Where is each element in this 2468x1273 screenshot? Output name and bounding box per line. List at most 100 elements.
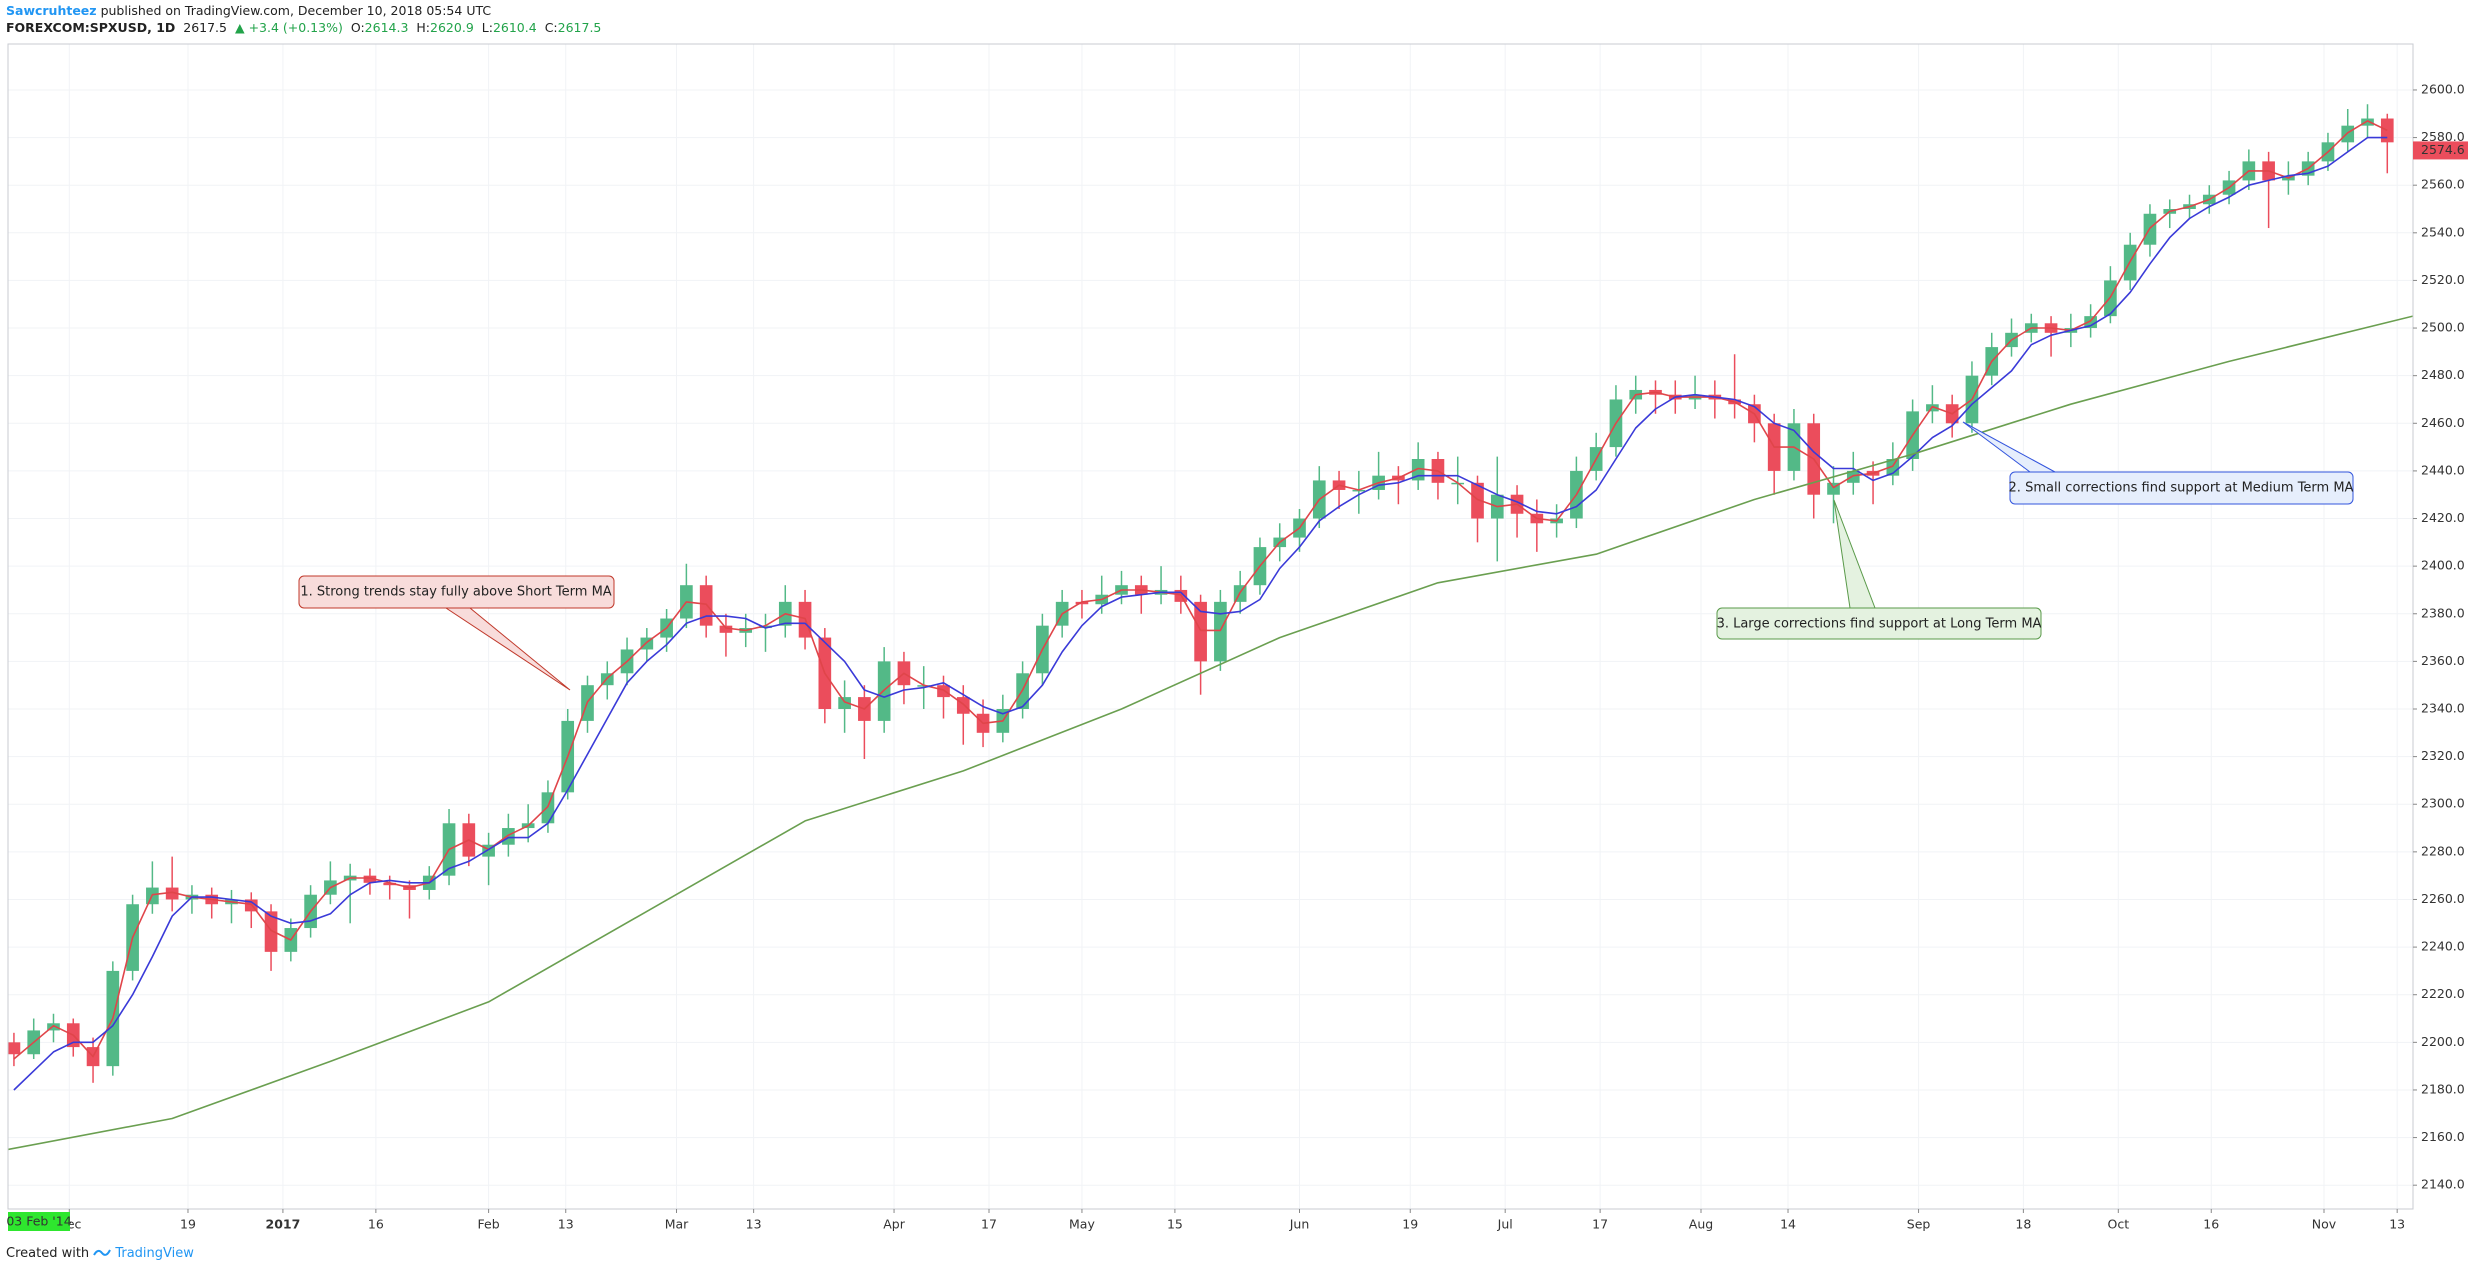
x-tick-label: Oct [2107,1217,2129,1232]
y-tick-label: 2260.0 [2421,891,2465,906]
header-line: FOREXCOM:SPXUSD, 1D 2617.5 ▲ +3.4 (+0.13… [6,19,605,36]
x-tick-label: 18 [2015,1217,2031,1232]
ohlc-label: O: [350,20,365,35]
candle-body [1827,482,1840,495]
x-tick-label: Jun [1289,1217,1310,1232]
y-tick-label: 2240.0 [2421,939,2465,954]
candle-body [1075,601,1089,605]
logo [93,1249,112,1256]
y-tick-label: 2140.0 [2421,1177,2465,1192]
callout: 2. Small corrections find support at Med… [1962,421,2354,505]
moving-average [8,315,2413,1151]
y-tick-label: 2320.0 [2421,748,2465,763]
y-tick-label: 2560.0 [2421,177,2465,192]
callout-pointer [1962,421,2056,473]
chart: 2140.0 2160.0 2180.0 2200.0 2220.0 2240.0 2260… [6,43,2468,1232]
y-tick-label: 2300.0 [2421,796,2465,811]
candle-body [640,637,654,650]
callout-text: 1. Strong trends stay fully above Short … [300,585,611,600]
candle-body [8,1042,21,1055]
callout-box [298,575,615,609]
y-tick-label: 2400.0 [2421,558,2465,573]
candle-body [2380,118,2394,143]
change: ▲ +3.4 (+0.13%) [234,20,343,35]
last: 2617.5 [183,20,227,35]
x-tick-label: 19 [1402,1217,1418,1232]
x-tick-label: 17 [1592,1217,1608,1232]
published: published on TradingView.com, December 1… [100,3,492,18]
axes: 2140.0 2160.0 2180.0 2200.0 2220.0 2240.0 2260… [6,81,2468,1232]
grid [8,44,2413,1209]
y-tick-label: 2520.0 [2421,272,2465,287]
x-tick-label: 13 [558,1217,574,1232]
footer-brand[interactable]: TradingView [115,1246,194,1261]
y-tick-label: 2220.0 [2421,986,2465,1001]
candle-body [2084,316,2097,329]
ohlc-label: H: [416,20,431,35]
candle-body [699,585,713,626]
candle-body [838,697,851,709]
x-tick-label: 13 [2389,1217,2405,1232]
plot [8,104,2413,1151]
candle-body [719,625,733,633]
y-tick-label: 2340.0 [2421,701,2465,716]
last-price-tag [2413,141,2468,160]
candle-body [264,911,278,952]
y-tick-label: 2420.0 [2421,510,2465,525]
x-tick-label: Aug [1689,1217,1713,1232]
moving-average [13,136,2388,1091]
candle-body [1194,601,1207,662]
x-tick-label: 15 [1167,1217,1183,1232]
callout-text: 3. Large corrections find support at Lon… [1717,617,2042,632]
candle-body [1214,601,1227,662]
callout-box [2009,471,2354,505]
x-tick-label: 17 [981,1217,997,1232]
footer: Created with TradingView [6,1246,194,1261]
candle-body [2341,125,2355,143]
y-tick-label: 2600.0 [2421,81,2465,96]
callout: 3. Large corrections find support at Lon… [1716,499,2042,640]
candle-body [1471,482,1484,519]
candle-body [759,625,772,629]
date-label-box [8,1212,70,1231]
x-tick-label: Mar [665,1217,689,1232]
ohlc-label: L: [481,20,493,35]
header-line: Sawcruhteez published on TradingView.com,… [6,2,605,19]
ohlc-value: 2617.5 [557,20,602,35]
author[interactable]: Sawcruhteez [6,3,97,18]
candle-body [956,697,970,714]
x-tick-label: 14 [1780,1217,1796,1232]
x-tick-label: Sep [1907,1217,1931,1232]
y-tick-label: 2500.0 [2421,320,2465,335]
ohlc-value: 2620.9 [430,20,474,35]
candle-body [1846,470,1860,483]
x-tick-label: Feb [478,1217,500,1232]
callout: 1. Strong trends stay fully above Short … [298,575,615,691]
plot-frame [7,43,2414,1210]
callout-pointer [1833,499,1876,609]
last-price-label: 2574.6 [2421,142,2465,157]
y-tick-label: 2380.0 [2421,605,2465,620]
candle-body [502,828,515,845]
candle-body [482,844,495,857]
candle-body [165,887,179,900]
ohlc-value: 2614.3 [364,20,409,35]
y-tick-label: 2180.0 [2421,1081,2465,1096]
y-tick-label: 2360.0 [2421,653,2465,668]
callout-pointer [444,607,571,691]
candle-body [363,875,377,883]
x-tick-label: May [1069,1217,1095,1232]
candle-body [383,882,397,886]
x-tick-label: Apr [883,1217,905,1232]
x-tick-label: Jul [1497,1217,1513,1232]
x-tick-label: 16 [368,1217,384,1232]
callout-text: 2. Small corrections find support at Med… [2009,481,2354,496]
y-tick-label: 2460.0 [2421,415,2465,430]
x-tick-label: 19 [180,1217,196,1232]
candle-body [2361,118,2374,126]
x-tick-label: 16 [2203,1217,2219,1232]
symbol: FOREXCOM:SPXUSD, 1D [6,20,176,35]
moving-average [13,120,2388,1060]
candle-body [937,685,950,698]
